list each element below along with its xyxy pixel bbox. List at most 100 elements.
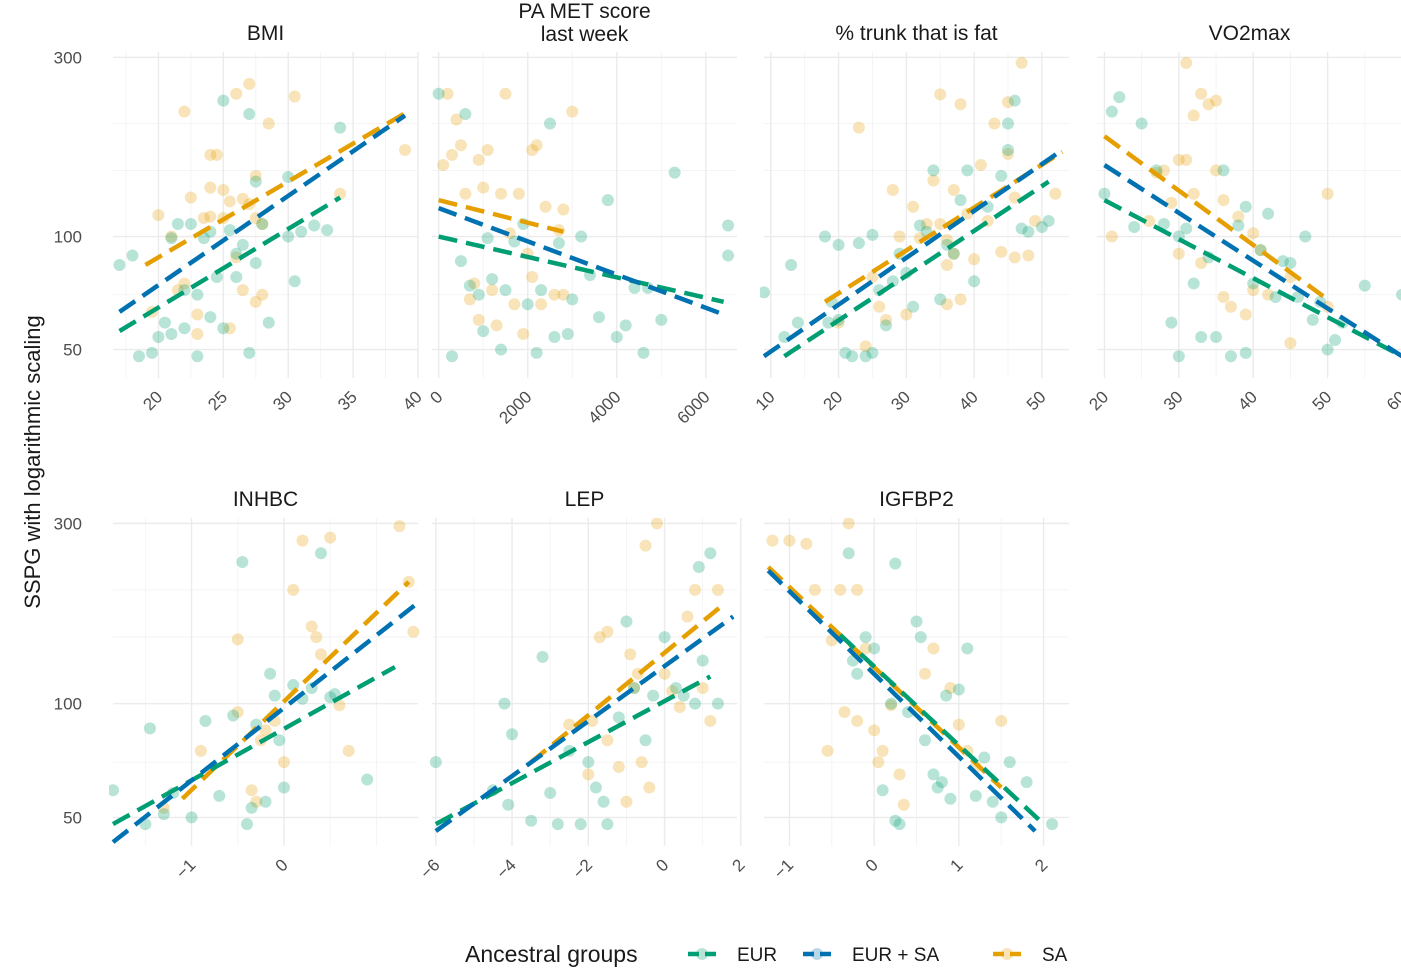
point-sa (681, 610, 694, 623)
point-eur (1284, 257, 1297, 270)
point-eur (454, 255, 467, 268)
point-eur (1232, 219, 1245, 232)
point-eur (986, 795, 999, 808)
point-eur (109, 784, 119, 797)
point-eur (859, 631, 872, 644)
grid (764, 518, 1069, 846)
point-sa (650, 518, 663, 530)
point-sa (256, 217, 269, 230)
point-eur (191, 350, 204, 363)
point-eur (1157, 217, 1170, 230)
point-eur (889, 814, 902, 827)
point-sa (1210, 94, 1223, 107)
point-sa (601, 734, 614, 747)
point-eur (601, 818, 614, 831)
x-tick-label: 25 (204, 387, 231, 414)
point-eur (935, 776, 948, 789)
legend-entry-eur-sa: EUR + SA (803, 945, 939, 966)
point-sa (1217, 291, 1230, 304)
point-sa (893, 230, 906, 243)
point-sa (593, 631, 606, 644)
point-sa (934, 88, 947, 101)
point-sa (1029, 214, 1042, 227)
point-sa (450, 113, 463, 126)
grid (764, 52, 1069, 378)
point-sa (821, 744, 834, 757)
panel-2: PA MET score last week 0 2000 4000 6000 (426, 0, 737, 428)
point-eur (210, 271, 223, 284)
point-eur (866, 346, 879, 359)
point-sa (1262, 288, 1275, 301)
point-eur (832, 238, 845, 251)
x-tick-label: −2 (569, 855, 596, 882)
point-eur (620, 615, 633, 628)
point-eur (637, 346, 650, 359)
point-sa (305, 620, 318, 633)
point-sa (324, 531, 337, 544)
point-eur (1299, 230, 1312, 243)
point-eur (722, 249, 735, 262)
point-eur (952, 683, 965, 696)
point-sa (582, 768, 595, 781)
legend: Ancestral groups EUR EUR + SA SA (465, 941, 1068, 967)
point-sa (194, 744, 207, 757)
point-eur (249, 257, 262, 270)
point-sa (1049, 187, 1062, 200)
point-sa (934, 217, 947, 230)
point-eur (1195, 331, 1208, 344)
point-eur (655, 313, 668, 326)
point-sa (191, 328, 204, 341)
trend-line-sa (180, 580, 411, 801)
panel-6: LEP −6 −4 −2 0 2 (416, 488, 748, 883)
point-sa (927, 174, 940, 187)
point-eur (1180, 222, 1193, 235)
grid (113, 52, 419, 378)
grid (432, 52, 737, 378)
point-sa (287, 583, 300, 596)
point-eur (876, 784, 889, 797)
point-eur (592, 311, 605, 324)
point-eur (601, 194, 614, 207)
point-sa (873, 300, 886, 313)
point-sa (399, 143, 412, 156)
point-eur (885, 697, 898, 710)
point-sa (639, 539, 652, 552)
point-sa (230, 251, 243, 264)
point-sa (658, 667, 671, 680)
point-eur (525, 814, 538, 827)
point-eur (851, 667, 864, 680)
point-sa (868, 724, 881, 737)
point-eur (968, 275, 981, 288)
point-eur (1269, 291, 1282, 304)
point-sa (783, 534, 796, 547)
x-tick-label: 40 (399, 387, 426, 414)
point-eur (1239, 200, 1252, 213)
point-eur (288, 275, 301, 288)
point-sa (995, 714, 1008, 727)
point-eur (264, 667, 277, 680)
legend-entries: EUR EUR + SA SA (688, 945, 1068, 966)
trend-line-eur (118, 195, 342, 334)
point-sa (851, 583, 864, 596)
point-eur (459, 107, 472, 120)
point-sa (612, 760, 625, 773)
point-eur (1105, 105, 1118, 118)
point-sa (974, 159, 987, 172)
point-sa (1180, 153, 1193, 166)
grid (432, 518, 742, 846)
trend-lines (118, 111, 407, 334)
point-sa (454, 139, 467, 152)
point-sa (223, 195, 236, 208)
trend-line-eur-sa (766, 568, 1037, 833)
point-eur (463, 279, 476, 292)
point-sa (243, 77, 256, 90)
panel-title: % trunk that is fat (835, 22, 997, 45)
point-sa (463, 293, 476, 306)
y-tick-label: 50 (63, 341, 82, 360)
x-tick-label: 10 (752, 387, 779, 414)
point-sa (217, 184, 230, 197)
y-tick-label: 100 (54, 695, 82, 714)
x-tick-label: 35 (334, 387, 361, 414)
point-eur (1015, 222, 1028, 235)
point-sa (1143, 214, 1156, 227)
